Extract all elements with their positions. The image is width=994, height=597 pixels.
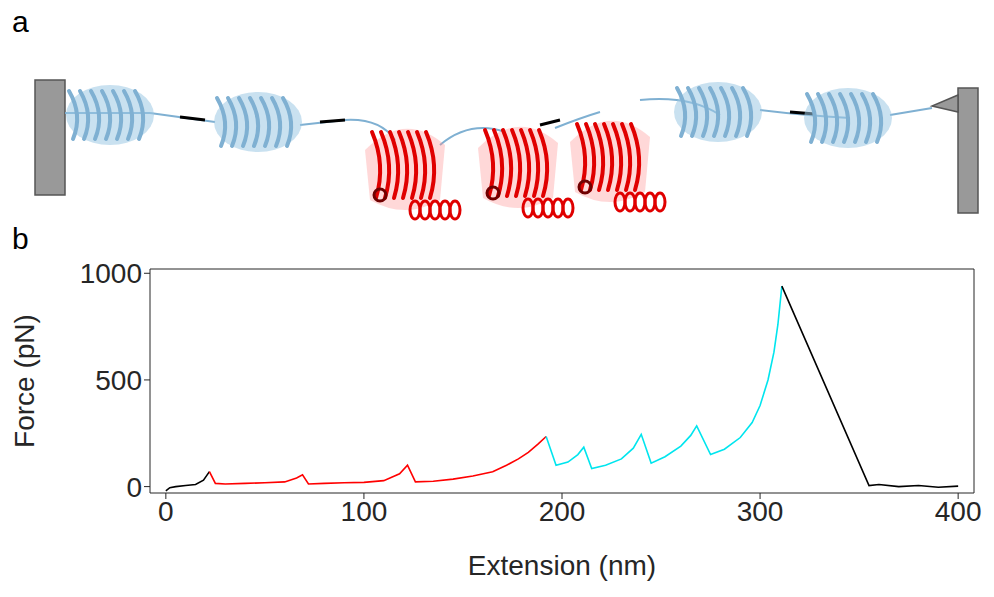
svg-text:500: 500 bbox=[95, 365, 142, 396]
html-text:b: b bbox=[12, 222, 29, 255]
svg-text:0: 0 bbox=[158, 496, 174, 527]
svg-text:300: 300 bbox=[737, 496, 784, 527]
svg-text:1000: 1000 bbox=[80, 258, 142, 289]
svg-text:Force (pN): Force (pN) bbox=[9, 314, 40, 448]
svg-text:400: 400 bbox=[935, 496, 982, 527]
svg-text:0: 0 bbox=[126, 472, 142, 503]
svg-text:100: 100 bbox=[341, 496, 388, 527]
svg-text:Extension (nm): Extension (nm) bbox=[468, 550, 656, 581]
svg-text:200: 200 bbox=[539, 496, 586, 527]
svg-text:a: a bbox=[12, 5, 29, 38]
